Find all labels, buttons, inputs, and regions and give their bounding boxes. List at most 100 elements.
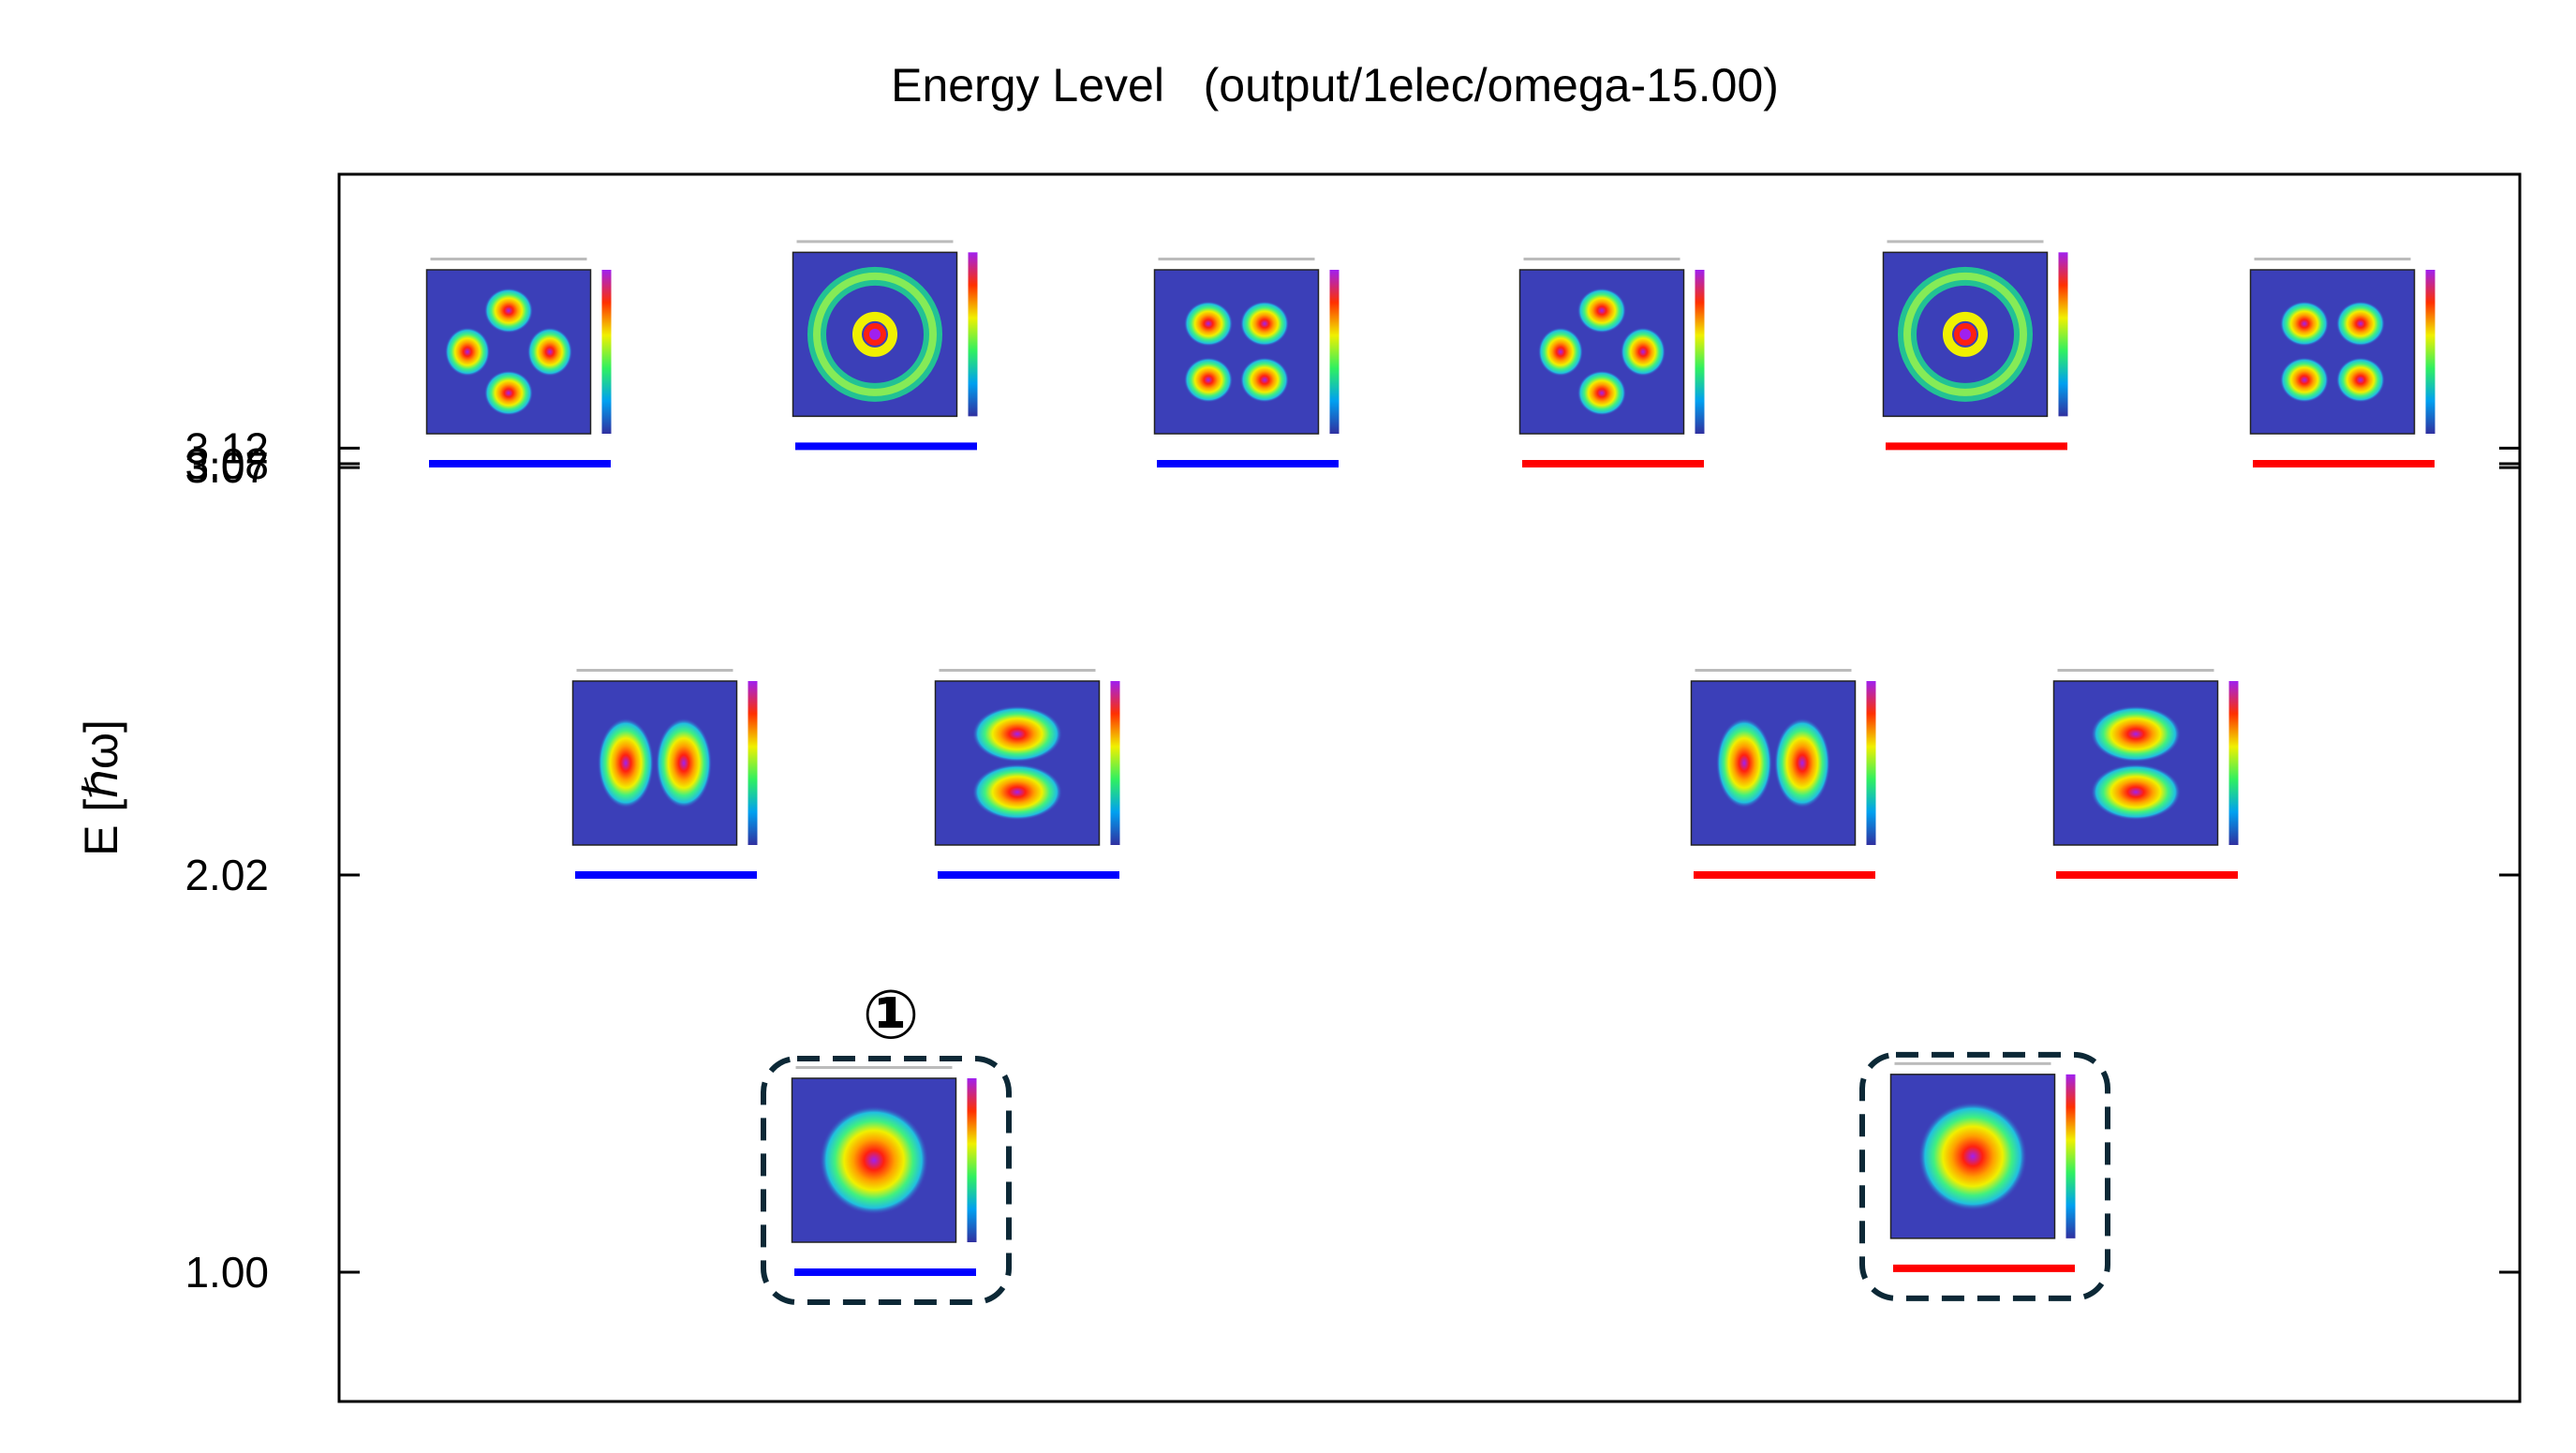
inset-colorbar [1695, 270, 1705, 434]
energy-level-alpha [1518, 253, 1722, 467]
y-tick-label: 1.00 [185, 1248, 269, 1297]
density-ring [813, 272, 937, 396]
inset-colorbar [748, 681, 758, 845]
inset-plot-area [1690, 680, 1857, 846]
density-ring [1903, 272, 2027, 396]
density-plot-inset [792, 235, 995, 437]
inset-colorbar [2425, 270, 2435, 434]
energy-level-beta [425, 253, 629, 467]
density-plot-inset [1889, 1057, 2093, 1259]
y-tick-label: 3.08 [185, 439, 269, 488]
chart-title: Energy Level (output/1elec/omega-15.00) [891, 59, 1779, 111]
energy-level-alpha [1859, 1051, 2110, 1301]
energy-level-beta [1153, 253, 1356, 467]
density-plot-inset [791, 1061, 994, 1263]
density-lobe [1716, 718, 1772, 808]
density-plot-inset [1518, 253, 1722, 454]
energy-level-beta [934, 664, 1137, 879]
density-lobe [445, 327, 490, 377]
inset-title-bar [430, 258, 587, 260]
inset-plot-area [1153, 269, 1320, 435]
inset-colorbar [601, 270, 612, 434]
density-lobe [2280, 357, 2329, 403]
inset-colorbar [1329, 270, 1340, 434]
inset-colorbar [2065, 1074, 2076, 1238]
inset-title-bar [1887, 240, 2044, 244]
highlight-box [1859, 1051, 2110, 1301]
inset-colorbar [1866, 681, 1876, 845]
density-lobe [484, 370, 533, 416]
density-lobe [972, 764, 1062, 821]
density-core [869, 328, 881, 340]
density-lobe [2336, 357, 2385, 403]
density-lobe [656, 718, 712, 808]
annotation-marker: ① [863, 975, 920, 1054]
density-lobe [1538, 327, 1583, 377]
energy-level-beta [792, 235, 995, 451]
density-plot-inset [1153, 253, 1356, 454]
density-plot-inset [2052, 664, 2256, 866]
density-lobe [1577, 288, 1626, 334]
density-plot-inset [425, 253, 629, 454]
density-lobe [1577, 370, 1626, 416]
energy-level-alpha [1690, 664, 1893, 879]
energy-level-alpha [2249, 253, 2452, 467]
y-axis-ticks: 1.00 2.02 3.073.083.12 [185, 423, 2520, 1297]
energy-level-alpha [1882, 235, 2085, 451]
density-lobe [972, 705, 1062, 763]
density-lobe [2336, 301, 2385, 347]
inset-title-bar [1894, 1061, 2051, 1065]
inset-colorbar [2058, 252, 2068, 417]
density-lobe [1918, 1102, 2027, 1211]
inset-title-bar [576, 669, 733, 672]
density-lobe [598, 718, 654, 808]
density-lobe [820, 1105, 928, 1215]
energy-level-beta [571, 664, 775, 879]
y-tick-label: 3.12 [185, 423, 269, 472]
density-plot-inset [934, 664, 1137, 866]
density-ring [852, 311, 897, 357]
density-lobe [1774, 718, 1830, 808]
inset-title-bar [796, 240, 954, 244]
inset-plot-area [2052, 680, 2219, 846]
inset-title-bar [1158, 258, 1315, 260]
density-core [1960, 328, 1971, 340]
density-lobe [1621, 327, 1666, 377]
inset-plot-area [934, 680, 1101, 846]
inset-colorbar [967, 1078, 977, 1242]
energy-levels: ① [425, 235, 2452, 1305]
inset-title-bar [2057, 669, 2214, 672]
density-lobe [1240, 357, 1289, 403]
inset-colorbar [1110, 681, 1120, 845]
y-tick-label: 3.07 [185, 443, 269, 492]
highlight-box [761, 1056, 1012, 1305]
energy-level-alpha [2052, 664, 2256, 879]
density-lobe [484, 288, 533, 334]
y-tick-label: 2.02 [185, 851, 269, 899]
density-plot-inset [1882, 235, 2085, 437]
inset-title-bar [939, 669, 1096, 672]
inset-plot-area [571, 680, 738, 846]
density-lobe [2280, 301, 2329, 347]
density-lobe [527, 327, 572, 377]
inset-colorbar [968, 252, 978, 417]
density-plot-inset [2249, 253, 2452, 454]
density-plot-inset [571, 664, 775, 866]
inset-title-bar [1695, 669, 1852, 672]
inset-colorbar [2228, 681, 2239, 845]
inset-plot-area [2249, 269, 2416, 435]
plot-frame [337, 172, 2522, 1403]
density-lobe [2091, 705, 2181, 763]
density-plot-inset [1690, 664, 1893, 866]
density-ring [1943, 311, 1988, 357]
density-lobe [1240, 301, 1289, 347]
energy-level-beta: ① [761, 975, 1012, 1305]
inset-title-bar [795, 1066, 953, 1069]
inset-title-bar [2254, 258, 2411, 260]
density-lobe [1184, 357, 1233, 403]
inset-title-bar [1523, 258, 1680, 260]
density-lobe [2091, 764, 2181, 821]
y-axis-label: E [ℏω] [75, 719, 127, 856]
density-lobe [1184, 301, 1233, 347]
